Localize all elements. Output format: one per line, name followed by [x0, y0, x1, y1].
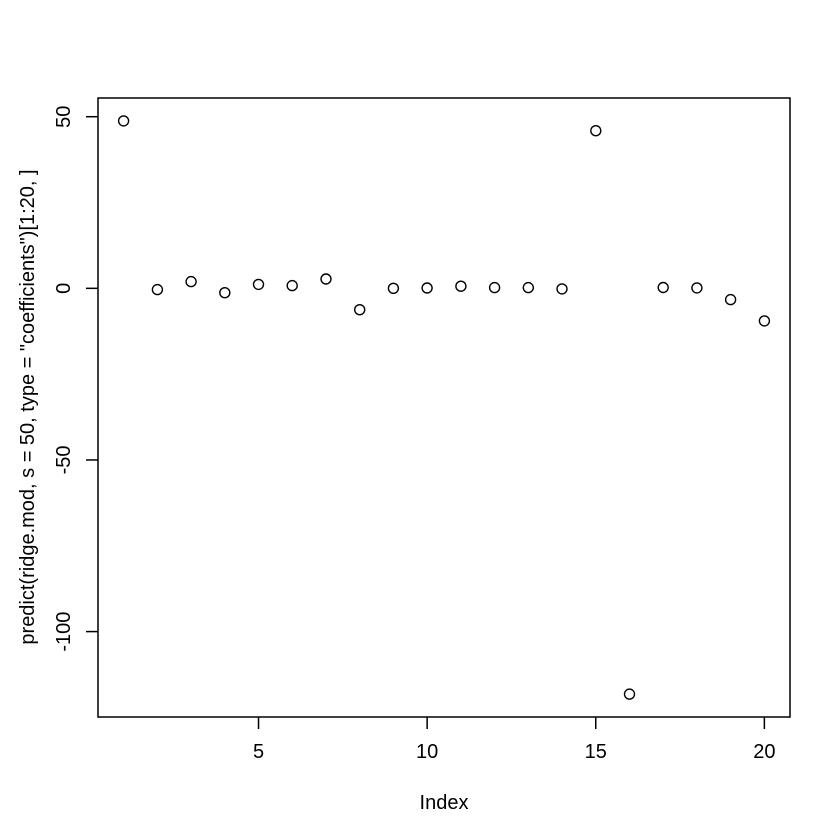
data-point	[252, 278, 265, 291]
data-point	[657, 281, 669, 294]
y-axis-title: predict(ridge.mod, s = 50, type = "coeff…	[17, 169, 39, 644]
data-point	[556, 283, 568, 295]
plot-box	[97, 97, 791, 718]
y-axis-tick-label: -50	[53, 446, 75, 475]
x-axis-tick-label: 20	[753, 741, 775, 763]
data-point	[387, 282, 400, 294]
data-point	[219, 287, 231, 299]
x-axis-tick-label: 15	[585, 741, 607, 763]
y-axis-ticks: 50 0 -50 -100	[53, 106, 98, 652]
y-axis-tick-label: 50	[53, 106, 75, 128]
data-point	[320, 273, 332, 285]
data-point	[185, 275, 197, 288]
data-point	[421, 282, 433, 294]
x-axis-tick-label: 5	[253, 741, 264, 763]
data-point	[623, 688, 636, 700]
data-point	[590, 124, 602, 137]
x-axis-title: Index	[420, 792, 469, 814]
x-axis-tick-label: 10	[416, 741, 438, 763]
data-point	[724, 293, 737, 306]
y-axis-tick-label: -100	[53, 612, 75, 652]
data-point	[522, 281, 534, 294]
data-point	[488, 281, 501, 294]
data-point	[117, 115, 130, 127]
data-point	[286, 279, 298, 292]
data-point	[151, 283, 164, 296]
data-point	[455, 280, 467, 292]
y-axis-tick-label: 0	[53, 283, 75, 294]
x-axis-ticks: 5 10 15 20	[253, 717, 775, 763]
data-points	[117, 115, 771, 700]
data-point	[758, 315, 771, 327]
data-point	[691, 282, 703, 294]
data-point	[354, 304, 366, 316]
